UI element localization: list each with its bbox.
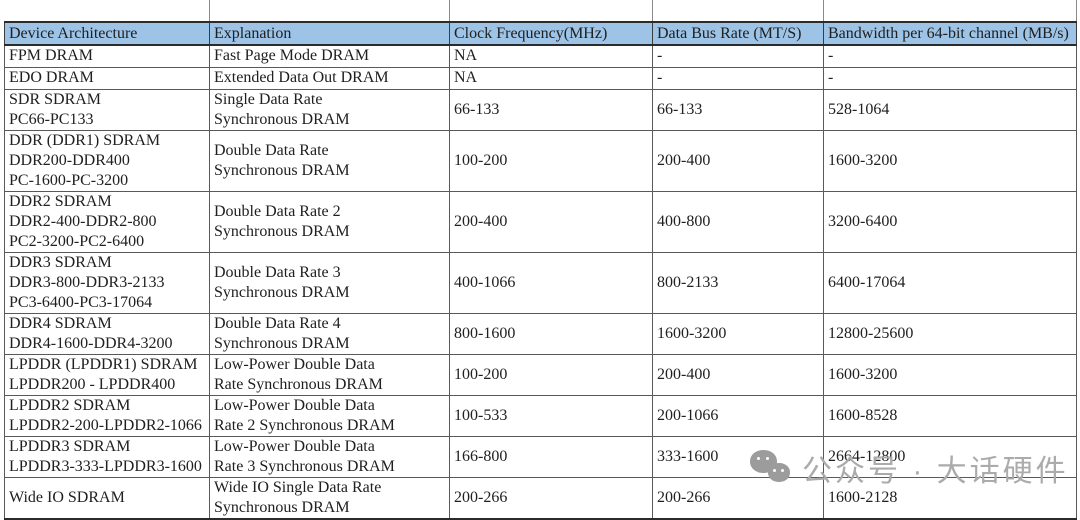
cell-data-bus-rate: 200-1066 [652, 394, 824, 437]
col-header-device-architecture: Device Architecture [4, 21, 210, 46]
cell-device-architecture: Wide IO SDRAM [4, 476, 210, 520]
table-header-row: Device Architecture Explanation Clock Fr… [4, 21, 1077, 46]
table-row: FPM DRAM Fast Page Mode DRAM NA - - [4, 44, 1077, 68]
cell-explanation: Low-Power Double Data Rate 3 Synchronous … [209, 435, 450, 478]
cell-bandwidth: 1600-2128 [823, 476, 1077, 520]
cell-clock-frequency: 200-400 [449, 190, 653, 253]
cell-data-bus-rate: - [652, 66, 824, 90]
cell-bandwidth: 12800-25600 [823, 312, 1077, 355]
cell-bandwidth: 2664-12800 [823, 435, 1077, 478]
cell-bandwidth: - [823, 66, 1077, 90]
col-header-explanation: Explanation [209, 21, 450, 46]
spacer-cell [4, 0, 210, 22]
cell-clock-frequency: 100-200 [449, 129, 653, 192]
spacer-cell [823, 0, 1077, 22]
wechat-icon [748, 446, 794, 490]
watermark: 公众号 · 大话硬件 [748, 446, 1069, 490]
spacer-cell [209, 0, 450, 22]
cell-bandwidth: 3200-6400 [823, 190, 1077, 253]
cell-data-bus-rate: 66-133 [652, 88, 824, 131]
cell-bandwidth: 1600-3200 [823, 353, 1077, 396]
cell-explanation: Low-Power Double Data Rate Synchronous DR… [209, 353, 450, 396]
cell-bandwidth: 1600-3200 [823, 129, 1077, 192]
cell-device-architecture: LPDDR (LPDDR1) SDRAM LPDDR200 - LPDDR400 [4, 353, 210, 396]
cell-device-architecture: EDO DRAM [4, 66, 210, 90]
cell-explanation: Extended Data Out DRAM [209, 66, 450, 90]
cell-explanation: Fast Page Mode DRAM [209, 44, 450, 68]
cell-explanation: Double Data Rate 3 Synchronous DRAM [209, 251, 450, 314]
cell-explanation: Low-Power Double Data Rate 2 Synchronous … [209, 394, 450, 437]
wechat-bubble-small [768, 463, 790, 482]
cell-explanation: Single Data Rate Synchronous DRAM [209, 88, 450, 131]
cell-device-architecture: DDR2 SDRAM DDR2-400-DDR2-800 PC2-3200-PC2-… [4, 190, 210, 253]
cell-device-architecture: DDR (DDR1) SDRAM DDR200-DDR400 PC-1600-PC-… [4, 129, 210, 192]
cell-device-architecture: FPM DRAM [4, 44, 210, 68]
dram-comparison-table: Device Architecture Explanation Clock Fr… [4, 0, 1077, 520]
cell-explanation: Double Data Rate 2 Synchronous DRAM [209, 190, 450, 253]
cell-data-bus-rate: - [652, 44, 824, 68]
cell-data-bus-rate: 1600-3200 [652, 312, 824, 355]
cell-data-bus-rate: 400-800 [652, 190, 824, 253]
table-row: EDO DRAM Extended Data Out DRAM NA - - [4, 66, 1077, 90]
cell-explanation: Double Data Rate 4 Synchronous DRAM [209, 312, 450, 355]
cell-clock-frequency: 166-800 [449, 435, 653, 478]
col-header-clock-frequency: Clock Frequency(MHz) [449, 21, 653, 46]
table-row: SDR SDRAM PC66-PC133 Single Data Rate Sync… [4, 88, 1077, 131]
table-row: DDR2 SDRAM DDR2-400-DDR2-800 PC2-3200-PC2-… [4, 190, 1077, 253]
cell-data-bus-rate: 200-400 [652, 129, 824, 192]
spacer-cell [449, 0, 653, 22]
table-row: LPDDR3 SDRAM LPDDR3-333-LPDDR3-1600 Low-P… [4, 435, 1077, 478]
table-body: FPM DRAM Fast Page Mode DRAM NA - - EDO … [4, 44, 1077, 520]
cell-device-architecture: DDR3 SDRAM DDR3-800-DDR3-2133 PC3-6400-PC3… [4, 251, 210, 314]
cell-clock-frequency: 66-133 [449, 88, 653, 131]
cell-clock-frequency: 400-1066 [449, 251, 653, 314]
table-row: DDR (DDR1) SDRAM DDR200-DDR400 PC-1600-PC-… [4, 129, 1077, 192]
cell-clock-frequency: NA [449, 44, 653, 68]
cell-device-architecture: SDR SDRAM PC66-PC133 [4, 88, 210, 131]
partial-row-above-table [4, 0, 1077, 22]
cell-clock-frequency: 800-1600 [449, 312, 653, 355]
watermark-text: 公众号 · 大话硬件 [802, 455, 1069, 488]
cell-bandwidth: - [823, 44, 1077, 68]
table-row: DDR4 SDRAM DDR4-1600-DDR4-3200 Double Dat… [4, 312, 1077, 355]
table-row: LPDDR (LPDDR1) SDRAM LPDDR200 - LPDDR400 … [4, 353, 1077, 396]
cell-data-bus-rate: 800-2133 [652, 251, 824, 314]
table-row: DDR3 SDRAM DDR3-800-DDR3-2133 PC3-6400-PC3… [4, 251, 1077, 314]
cell-clock-frequency: 100-200 [449, 353, 653, 396]
col-header-data-bus-rate: Data Bus Rate (MT/S) [652, 21, 824, 46]
table-row: LPDDR2 SDRAM LPDDR2-200-LPDDR2-1066 Low-P… [4, 394, 1077, 437]
cell-clock-frequency: 200-266 [449, 476, 653, 520]
cell-explanation: Double Data Rate Synchronous DRAM [209, 129, 450, 192]
cell-clock-frequency: 100-533 [449, 394, 653, 437]
cell-device-architecture: LPDDR3 SDRAM LPDDR3-333-LPDDR3-1600 [4, 435, 210, 478]
cell-clock-frequency: NA [449, 66, 653, 90]
cell-explanation: Wide IO Single Data Rate Synchronous DRAM [209, 476, 450, 520]
cell-data-bus-rate: 200-400 [652, 353, 824, 396]
spacer-cell [652, 0, 824, 22]
cell-bandwidth: 6400-17064 [823, 251, 1077, 314]
cell-data-bus-rate: 333-1600 [652, 435, 824, 478]
cell-bandwidth: 528-1064 [823, 88, 1077, 131]
cell-bandwidth: 1600-8528 [823, 394, 1077, 437]
cell-device-architecture: LPDDR2 SDRAM LPDDR2-200-LPDDR2-1066 [4, 394, 210, 437]
cell-device-architecture: DDR4 SDRAM DDR4-1600-DDR4-3200 [4, 312, 210, 355]
col-header-bandwidth: Bandwidth per 64-bit channel (MB/s) [823, 21, 1077, 46]
